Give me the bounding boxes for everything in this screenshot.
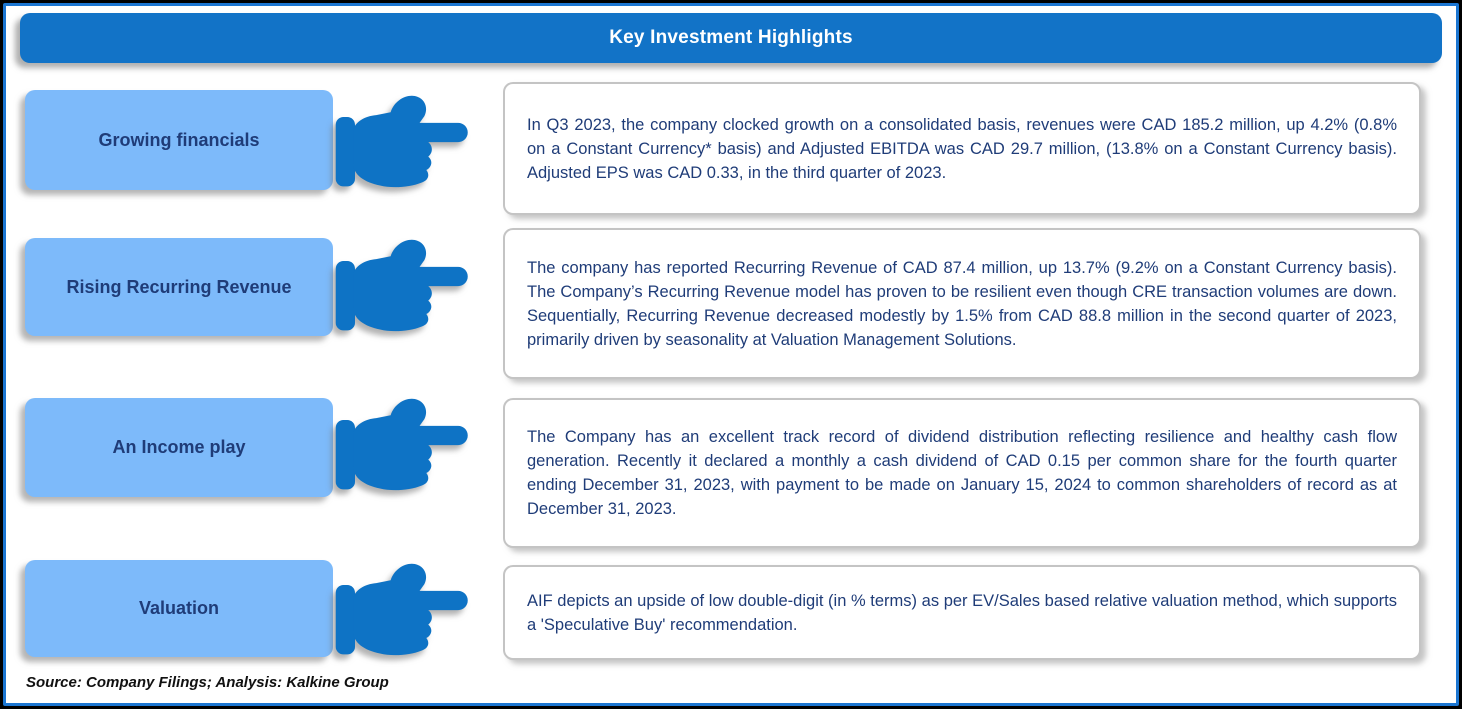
- insight-text: In Q3 2023, the company clocked growth o…: [527, 115, 1397, 182]
- insight-box: In Q3 2023, the company clocked growth o…: [503, 82, 1421, 215]
- pointing-hand-icon: [335, 239, 468, 332]
- topic-box-valuation: Valuation: [25, 560, 333, 657]
- panel-header-bar: Key Investment Highlights: [20, 13, 1442, 63]
- pointing-hand-icon: [335, 563, 468, 656]
- topic-label: Growing financials: [98, 129, 260, 150]
- pointing-hand-icon: [335, 398, 468, 491]
- insight-text: The company has reported Recurring Reven…: [527, 258, 1397, 349]
- topic-box-an-income-play: An Income play: [25, 398, 333, 497]
- highlights-panel: Key Investment Highlights Growing financ…: [3, 3, 1459, 706]
- insight-box: The company has reported Recurring Reven…: [503, 228, 1421, 379]
- topic-box-growing-financials: Growing financials: [25, 90, 333, 190]
- source-note: Source: Company Filings; Analysis: Kalki…: [26, 674, 389, 691]
- insight-box: The Company has an excellent track recor…: [503, 398, 1421, 548]
- pointing-hand-icon: [335, 95, 468, 188]
- topic-label: An Income play: [112, 437, 246, 457]
- insight-text: AIF depicts an upside of low double-digi…: [527, 591, 1397, 634]
- panel-title: Key Investment Highlights: [609, 27, 853, 48]
- topic-box-rising-recurring-revenue: Rising Recurring Revenue: [25, 238, 333, 336]
- topic-label: Rising Recurring Revenue: [66, 276, 292, 297]
- insight-box: AIF depicts an upside of low double-digi…: [503, 565, 1421, 660]
- insight-text: The Company has an excellent track recor…: [527, 428, 1397, 518]
- topic-label: Valuation: [138, 598, 219, 618]
